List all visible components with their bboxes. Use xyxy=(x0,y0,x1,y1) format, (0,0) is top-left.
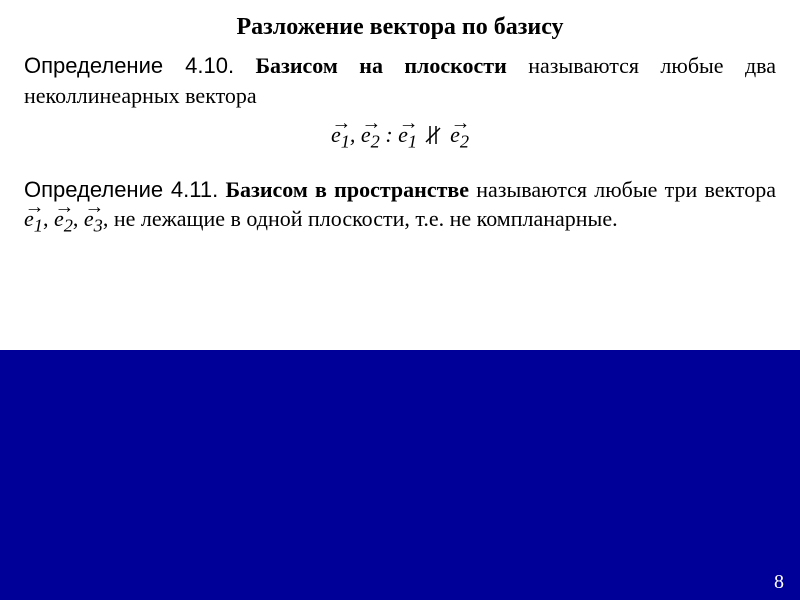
vector-e1: → e1 xyxy=(331,122,350,152)
basis-formula: → e1 , → e2 : → e1 → e2 xyxy=(0,110,800,164)
slide-title: Разложение вектора по базису xyxy=(0,0,800,41)
bottom-band: →e1→e2→e1→e2→e3 8 xyxy=(0,350,800,600)
inline-vector-e3: → e3 xyxy=(84,204,103,238)
page-number: 8 xyxy=(774,571,784,594)
vector-e2: → e2 xyxy=(361,122,380,152)
vector-e1-b: → e1 xyxy=(398,122,417,152)
definition-2-rest1: называются любые три вектора xyxy=(476,177,776,202)
inline-vector-e1: → e1 xyxy=(24,204,43,238)
definition-2: Определение 4.11. Базисом в пространстве… xyxy=(0,165,800,239)
vector-e2-b: → e2 xyxy=(450,122,469,152)
not-parallel-symbol xyxy=(423,122,445,144)
definition-1-term: Базисом на плоскости xyxy=(255,53,506,78)
formula-colon: : xyxy=(380,122,398,147)
definition-1-label: Определение 4.10. xyxy=(24,53,234,78)
definition-2-term: Базисом в пространстве xyxy=(225,177,469,202)
definition-1: Определение 4.10. Базисом на плоскости н… xyxy=(0,41,800,110)
definition-2-rest2: , не лежащие в одной плоскости, т.е. не … xyxy=(103,206,618,231)
inline-vector-e2: → e2 xyxy=(54,204,73,238)
formula-comma: , xyxy=(350,122,361,147)
slide: Разложение вектора по базису Определение… xyxy=(0,0,800,600)
